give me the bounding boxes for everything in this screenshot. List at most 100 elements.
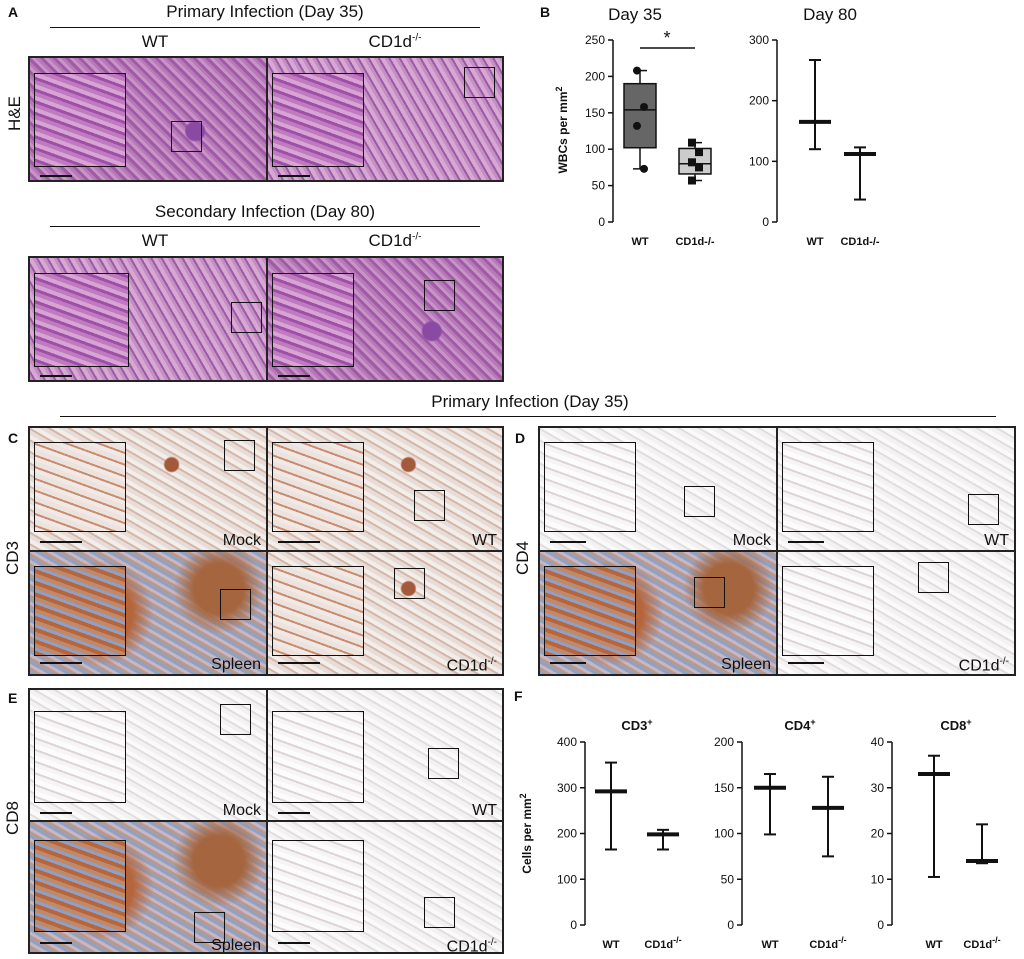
scale-bar — [278, 942, 310, 944]
inset-zoom — [34, 73, 126, 167]
zoom-region-box — [394, 568, 425, 599]
chart-title: Day 80 — [803, 5, 857, 24]
panel-label-a: A — [8, 4, 19, 20]
zoom-region-box — [171, 121, 202, 152]
label-cd1d: CD1d-/- — [446, 937, 497, 954]
label-mock: Mock — [222, 802, 261, 819]
data-point — [695, 163, 703, 172]
y-tick-label: 10 — [871, 872, 885, 886]
chart-title: CD3+ — [621, 717, 652, 733]
chart-f-cd8: 0 10 20 30 40 CD8+ WT CD1d-/- — [871, 717, 1001, 951]
label-cd1d: CD1d-/- — [368, 231, 422, 250]
y-tick-label: 0 — [727, 918, 734, 932]
micrograph-cd3-wt: WT — [266, 426, 504, 552]
panel-label-b: B — [540, 4, 551, 20]
y-tick-label: 30 — [871, 781, 885, 795]
scale-bar — [278, 662, 320, 664]
chart-b-day80: 0 100 200 300 Day 80 WT CD1d-/- — [749, 5, 880, 248]
micrograph-cd4-cd1d: CD1d-/- — [776, 550, 1016, 676]
y-tick-label: 50 — [592, 179, 606, 193]
chart-title-sup: + — [966, 717, 971, 727]
zoom-region-box — [428, 748, 459, 779]
y-tick-label: 0 — [762, 215, 769, 229]
zoom-region-box — [220, 589, 251, 620]
micrograph-cd4-spleen: Spleen — [538, 550, 778, 676]
inset-zoom — [272, 566, 364, 656]
data-point — [640, 102, 648, 111]
y-tick-label: 150 — [585, 106, 605, 120]
inset-zoom — [544, 442, 636, 532]
y-tick-label: 400 — [557, 735, 577, 749]
label-spleen: Spleen — [721, 656, 771, 673]
y-axis-label: Cells per mm2 — [518, 793, 534, 873]
scale-bar — [40, 942, 72, 944]
inset-zoom — [272, 273, 354, 367]
scale-bar — [40, 541, 82, 543]
primary-infection-header: Primary Infection (Day 35) — [166, 2, 364, 21]
micrograph-cd8-spleen: Spleen — [28, 820, 268, 954]
y-axis-label: WBCs per mm2 — [554, 86, 570, 173]
y-tick-label: 100 — [749, 154, 769, 168]
y-tick-label: 250 — [585, 33, 605, 47]
scale-bar — [40, 375, 72, 377]
y-tick-label: 20 — [871, 827, 885, 841]
x-tick-label: WT — [806, 236, 823, 248]
scale-bar — [550, 662, 586, 664]
data-point — [633, 66, 641, 75]
zoom-region-box — [220, 704, 251, 735]
section-rule — [60, 416, 996, 417]
y-axis-label-sup: 2 — [554, 86, 564, 91]
inset-zoom — [34, 273, 129, 367]
micrograph-he-secondary-cd1d — [266, 256, 504, 382]
primary-infection-section-header: Primary Infection (Day 35) — [431, 392, 629, 411]
x-tick-label: WT — [761, 939, 778, 951]
micrograph-cd4-wt: WT — [776, 426, 1016, 552]
chart-f-cd3: 0 100 200 300 400 CD3+ Cells per mm2 WT CD1d-/- — [518, 717, 682, 951]
scale-bar — [788, 662, 824, 664]
y-axis-label-sup: 2 — [518, 793, 528, 798]
scale-bar — [788, 541, 824, 543]
micrograph-cd4-mock: Mock — [538, 426, 778, 552]
inset-zoom — [544, 566, 636, 656]
y-tick-label: 0 — [598, 215, 605, 229]
y-tick-label: 200 — [585, 69, 605, 83]
x-tick-label-sup: -/- — [992, 935, 1001, 945]
micrograph-he-primary-cd1d — [266, 56, 504, 182]
x-tick-label: CD1d-/- — [644, 935, 681, 951]
data-point — [688, 158, 696, 167]
inset-zoom — [34, 840, 126, 932]
x-tick-label-sup: -/- — [838, 935, 847, 945]
label-mock: Mock — [732, 532, 771, 549]
x-tick-label: CD1d-/- — [963, 935, 1000, 951]
micrograph-he-primary-wt — [28, 56, 268, 182]
micrograph-he-secondary-wt — [28, 256, 268, 382]
significance-star: * — [663, 28, 670, 48]
inset-zoom — [34, 566, 126, 656]
inset-zoom — [272, 840, 364, 932]
label-mock: Mock — [222, 532, 261, 549]
zoom-region-box — [968, 494, 999, 525]
scale-bar — [278, 375, 310, 377]
stain-label-cd3: CD3 — [3, 540, 22, 575]
data-point — [640, 164, 648, 173]
micrograph-cd3-mock: Mock — [28, 426, 268, 552]
y-tick-label: 150 — [714, 781, 734, 795]
chart-f-cd4: 0 50 100 150 200 CD4+ WT CD1d-/- — [714, 717, 847, 951]
micrograph-cd8-wt: WT — [266, 688, 504, 822]
y-tick-label: 100 — [557, 872, 577, 886]
box-iqr — [623, 82, 657, 149]
chart-title: CD4+ — [784, 717, 815, 733]
inset-zoom — [34, 711, 126, 803]
zoom-region-box — [424, 897, 455, 928]
inset-zoom — [272, 711, 364, 803]
zoom-region-box — [684, 486, 715, 517]
inset-zoom — [272, 442, 364, 532]
header-rule — [50, 27, 480, 28]
micrograph-cd8-cd1d: CD1d-/- — [266, 820, 504, 954]
data-point — [633, 121, 641, 130]
chart-title: Day 35 — [608, 5, 662, 24]
stain-label-he: H&E — [5, 96, 24, 131]
y-tick-label: 300 — [749, 33, 769, 47]
inset-zoom — [272, 73, 364, 167]
zoom-region-box — [224, 440, 255, 471]
